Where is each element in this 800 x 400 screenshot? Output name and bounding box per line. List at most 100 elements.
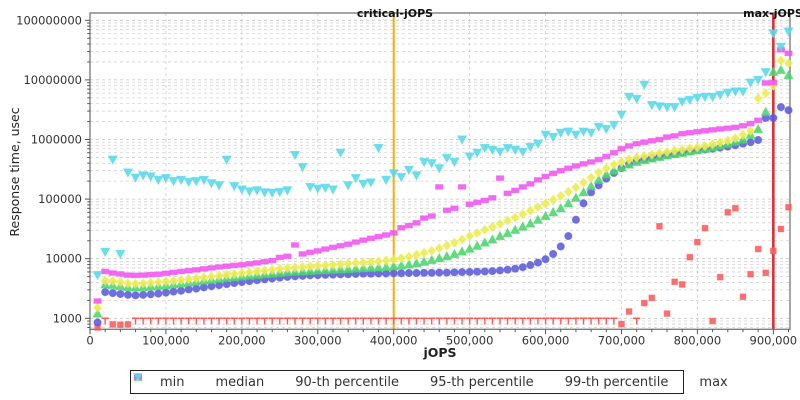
series-99-th percentile <box>93 46 793 304</box>
data-point <box>290 262 300 273</box>
data-point <box>382 232 391 238</box>
data-point <box>404 251 414 262</box>
data-point <box>754 135 763 145</box>
data-point <box>245 261 254 267</box>
data-point <box>101 288 110 297</box>
series-95-th percentile <box>93 55 794 313</box>
data-point <box>199 266 208 272</box>
data-point <box>540 198 551 209</box>
data-point <box>183 177 194 188</box>
data-point <box>115 276 125 288</box>
data-point <box>570 130 582 141</box>
data-point <box>274 187 286 198</box>
data-point <box>435 184 444 190</box>
data-point <box>107 155 119 166</box>
data-point <box>411 249 422 261</box>
data-point <box>465 201 474 208</box>
data-point <box>678 281 686 288</box>
data-point <box>275 263 285 275</box>
data-point <box>587 159 596 165</box>
data-point <box>464 152 475 162</box>
legend-item-90th: 90-th percentile <box>133 372 399 390</box>
95th-percentile-marker-icon <box>134 372 424 388</box>
data-point <box>449 157 460 168</box>
tick-labels: 1000 10000 100000 1000000 10000000 100000000 0… <box>16 13 797 347</box>
data-point <box>579 199 588 208</box>
data-point <box>123 278 133 289</box>
data-point <box>124 321 132 328</box>
data-point <box>737 87 749 97</box>
data-point <box>602 153 611 160</box>
data-point <box>321 246 330 252</box>
data-point <box>252 266 262 277</box>
data-point <box>161 288 171 297</box>
data-point <box>495 175 505 181</box>
data-point <box>373 256 384 267</box>
data-point <box>548 194 558 206</box>
data-point <box>754 117 763 124</box>
data-point <box>282 262 292 274</box>
data-point <box>450 205 459 212</box>
data-point <box>518 208 528 220</box>
data-point <box>676 97 688 108</box>
data-point <box>510 212 520 223</box>
data-point <box>525 205 535 216</box>
data-point <box>207 265 216 271</box>
data-point <box>373 143 384 154</box>
data-point <box>671 278 678 286</box>
data-point <box>487 234 498 244</box>
data-point <box>92 271 103 281</box>
data-point <box>585 180 597 191</box>
legend-item-median: median <box>134 373 264 390</box>
data-point <box>154 271 163 277</box>
data-point <box>473 199 482 206</box>
data-point <box>639 80 650 91</box>
y-tick-label: 100000 <box>38 192 82 206</box>
data-point <box>404 268 413 278</box>
y-tick-label: 10000 <box>45 252 82 266</box>
data-point <box>320 260 330 271</box>
data-point <box>503 215 513 226</box>
data-point <box>275 254 284 261</box>
data-point <box>259 188 270 198</box>
data-point <box>426 254 437 265</box>
data-point <box>487 145 498 156</box>
data-point <box>382 269 391 278</box>
data-point <box>298 261 308 272</box>
data-point <box>457 184 467 190</box>
data-point <box>191 177 202 187</box>
data-point <box>206 271 217 282</box>
data-point <box>267 264 277 275</box>
data-point <box>655 136 664 143</box>
data-point <box>517 147 529 158</box>
legend-label: 90-th percentile <box>295 374 399 390</box>
data-point <box>632 152 642 163</box>
data-point <box>344 241 353 248</box>
data-point <box>540 130 551 141</box>
data-point <box>526 181 535 187</box>
data-point <box>403 165 415 176</box>
data-point <box>578 127 589 137</box>
data-point <box>785 203 792 211</box>
data-point <box>93 302 103 313</box>
data-point <box>192 284 201 293</box>
data-point <box>692 142 702 153</box>
data-point <box>784 106 793 115</box>
data-point <box>138 278 148 289</box>
data-point <box>518 184 527 190</box>
data-point <box>699 92 711 103</box>
data-point <box>412 220 421 226</box>
data-point <box>709 317 716 325</box>
data-point <box>145 172 156 182</box>
data-point <box>169 269 178 276</box>
data-point <box>342 181 354 191</box>
series-max <box>92 27 794 281</box>
data-point <box>549 249 558 259</box>
99th-percentile-marker-icon <box>134 374 559 388</box>
data-point <box>374 233 383 240</box>
data-point <box>678 130 687 137</box>
legend: min median 90-th percentile 95-th percen… <box>130 370 728 394</box>
data-point <box>692 93 703 104</box>
data-point <box>670 133 679 139</box>
data-point <box>723 135 733 146</box>
